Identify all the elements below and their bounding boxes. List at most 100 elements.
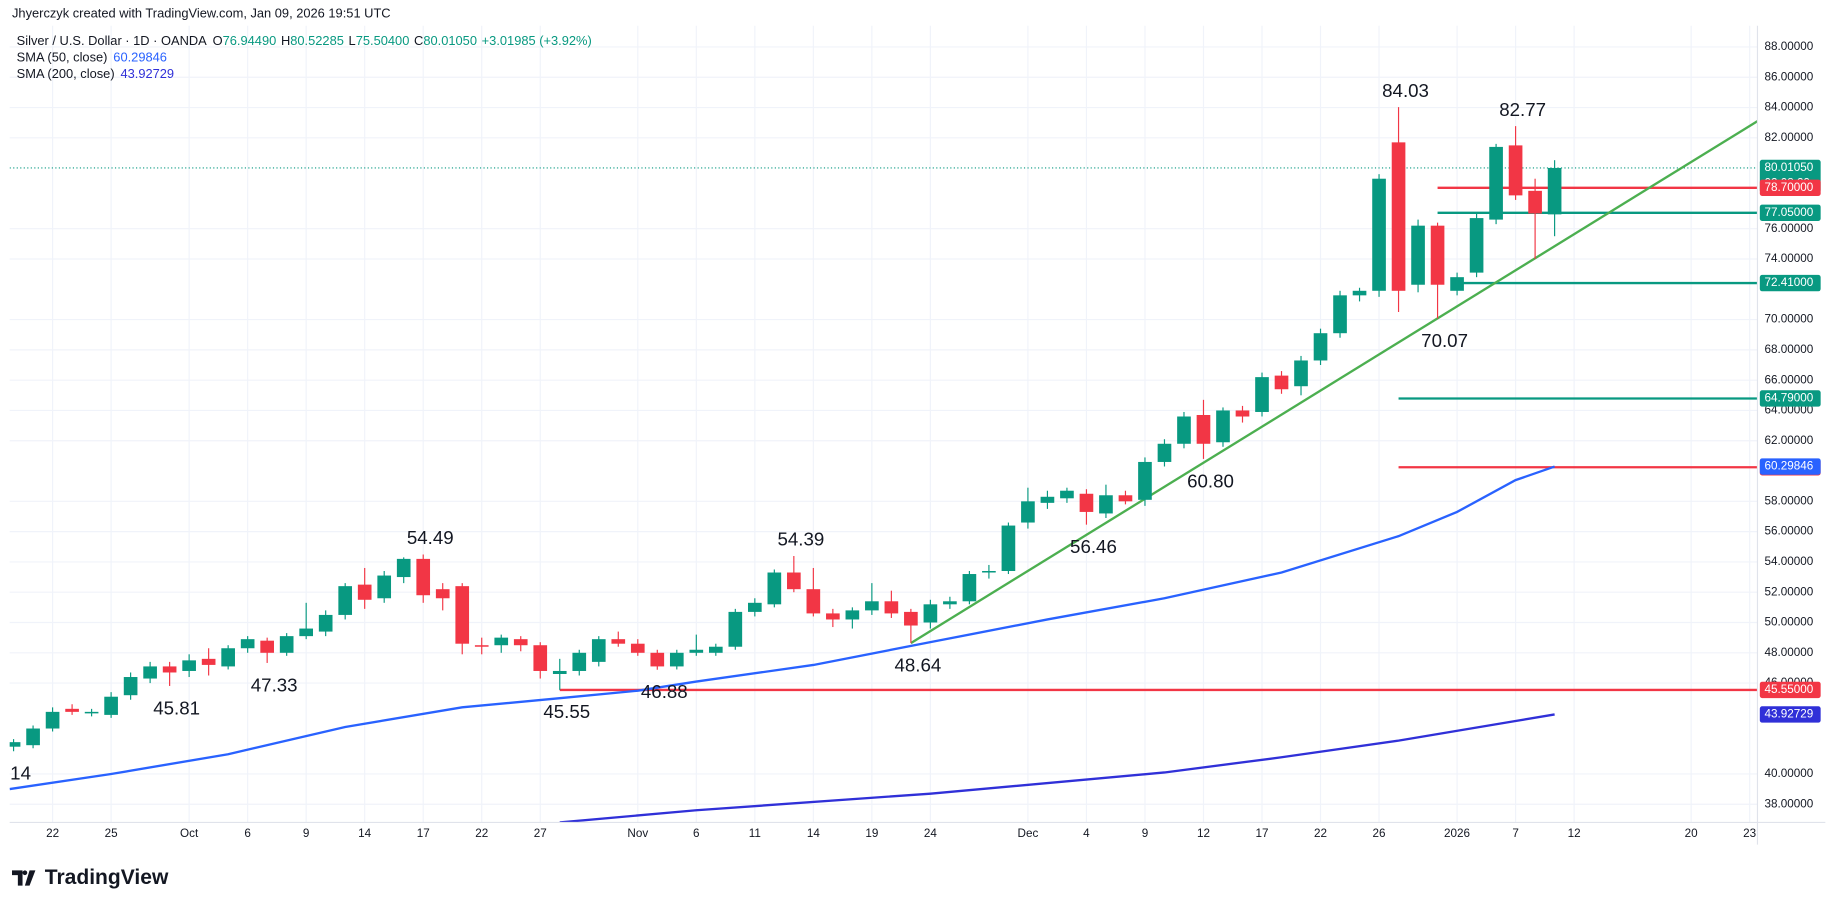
price-annotation: 45.55 bbox=[543, 701, 590, 722]
trend-line bbox=[910, 120, 1758, 645]
candle-body bbox=[240, 639, 255, 649]
y-tick-label: 86.00000 bbox=[1764, 70, 1813, 83]
candle-body bbox=[1060, 490, 1074, 499]
candle-body bbox=[45, 711, 60, 729]
logo-icon bbox=[12, 870, 36, 886]
price-annotation: 70.07 bbox=[1421, 330, 1468, 351]
candle-body bbox=[1508, 145, 1523, 196]
level-label: 64.79000 bbox=[1764, 392, 1813, 405]
candle-body bbox=[162, 666, 177, 673]
sma-name: SMA (50, close) bbox=[17, 50, 108, 65]
x-tick-label: 4 bbox=[1083, 827, 1090, 840]
price-annotation: 54.39 bbox=[777, 529, 824, 550]
price-annotation: 46.88 bbox=[641, 681, 688, 702]
candle-body bbox=[299, 628, 314, 637]
candle-body bbox=[1352, 290, 1367, 296]
x-tick-label: 25 bbox=[105, 827, 119, 840]
candle-body bbox=[1177, 416, 1191, 444]
candle-body bbox=[826, 613, 840, 620]
candle-body bbox=[1313, 333, 1328, 361]
candle-body bbox=[845, 610, 860, 620]
candle-body bbox=[260, 640, 274, 653]
candle-body bbox=[572, 652, 587, 671]
candle-body bbox=[1274, 375, 1289, 390]
x-tick-label: 12 bbox=[1197, 827, 1210, 840]
candle-body bbox=[9, 742, 21, 747]
candle-body bbox=[1040, 496, 1055, 503]
ohlc-key: H bbox=[281, 34, 290, 49]
symbol-name: Silver / U.S. Dollar · 1D · OANDA bbox=[17, 34, 207, 49]
level-box bbox=[1759, 204, 1821, 221]
level-box bbox=[1759, 390, 1821, 407]
sma-box bbox=[1759, 706, 1821, 723]
ohlc-value: 76.94490 bbox=[223, 34, 277, 49]
level-label: 72.41000 bbox=[1764, 276, 1813, 289]
y-tick-label: 62.00000 bbox=[1764, 434, 1813, 447]
candle-body bbox=[513, 639, 528, 646]
logo-text: TradingView bbox=[45, 866, 169, 889]
x-tick-label: 2026 bbox=[1444, 827, 1470, 840]
x-tick-label: 24 bbox=[924, 827, 938, 840]
x-tick-label: 6 bbox=[693, 827, 700, 840]
candle-body bbox=[533, 645, 548, 671]
sma-label: 43.92729 bbox=[1764, 708, 1813, 721]
candle-body bbox=[1411, 225, 1425, 285]
plot-area bbox=[9, 107, 1758, 823]
x-tick-label: 23 bbox=[1743, 827, 1756, 840]
price-annotation: 82.77 bbox=[1499, 99, 1546, 120]
candle-body bbox=[689, 649, 704, 653]
sma-line bbox=[559, 713, 1555, 823]
sma-line bbox=[9, 465, 1556, 791]
candle-body bbox=[962, 574, 977, 602]
credit: Jhyerczyk created with TradingView.com, … bbox=[12, 5, 391, 20]
candle-body bbox=[279, 636, 294, 653]
candle-body bbox=[1528, 190, 1542, 214]
candle-body bbox=[396, 558, 411, 578]
candle-body bbox=[611, 639, 626, 644]
candle-body bbox=[104, 696, 118, 715]
candle-body bbox=[552, 670, 567, 674]
x-tick-label: 17 bbox=[1255, 827, 1268, 840]
candle-body bbox=[728, 611, 743, 647]
ohlc-key: C bbox=[414, 34, 423, 49]
candle-body bbox=[377, 575, 392, 599]
x-tick-label: 19 bbox=[865, 827, 878, 840]
y-tick-label: 88.00000 bbox=[1764, 40, 1813, 53]
x-tick-label: 17 bbox=[417, 827, 430, 840]
candle-body bbox=[1138, 461, 1152, 500]
candle-body bbox=[1430, 225, 1445, 285]
candle-body bbox=[884, 601, 899, 614]
last-price-label: 80.01050 bbox=[1764, 161, 1813, 174]
level-label: 77.05000 bbox=[1764, 206, 1813, 219]
x-tick-label: 6 bbox=[244, 827, 251, 840]
ohlc-value: 80.52285 bbox=[290, 34, 344, 49]
candle-body bbox=[1372, 178, 1386, 291]
candle-body bbox=[943, 601, 957, 605]
candle-body bbox=[669, 652, 684, 667]
candle-body bbox=[1021, 501, 1035, 523]
candle-body bbox=[1547, 167, 1562, 215]
candle-body bbox=[787, 572, 801, 590]
candle-body bbox=[474, 645, 489, 647]
candle-body bbox=[1255, 377, 1269, 412]
x-tick-label: 14 bbox=[358, 827, 372, 840]
candle-body bbox=[1391, 142, 1406, 291]
candle-body bbox=[806, 589, 821, 614]
y-tick-label: 76.00000 bbox=[1764, 222, 1813, 235]
x-tick-label: 22 bbox=[46, 827, 59, 840]
price-annotation: 54.49 bbox=[407, 527, 454, 548]
candle-body bbox=[1294, 360, 1308, 387]
sma-value: 60.29846 bbox=[113, 50, 167, 65]
x-tick-label: Dec bbox=[1018, 827, 1039, 840]
candle-body bbox=[65, 708, 79, 712]
candle-body bbox=[182, 660, 196, 671]
candle-body bbox=[767, 572, 782, 605]
x-tick-label: 7 bbox=[1512, 827, 1519, 840]
price-annotation: 47.33 bbox=[251, 674, 298, 695]
candle-body bbox=[494, 637, 509, 646]
y-tick-label: 40.00000 bbox=[1764, 767, 1813, 780]
y-tick-label: 66.00000 bbox=[1764, 373, 1813, 386]
